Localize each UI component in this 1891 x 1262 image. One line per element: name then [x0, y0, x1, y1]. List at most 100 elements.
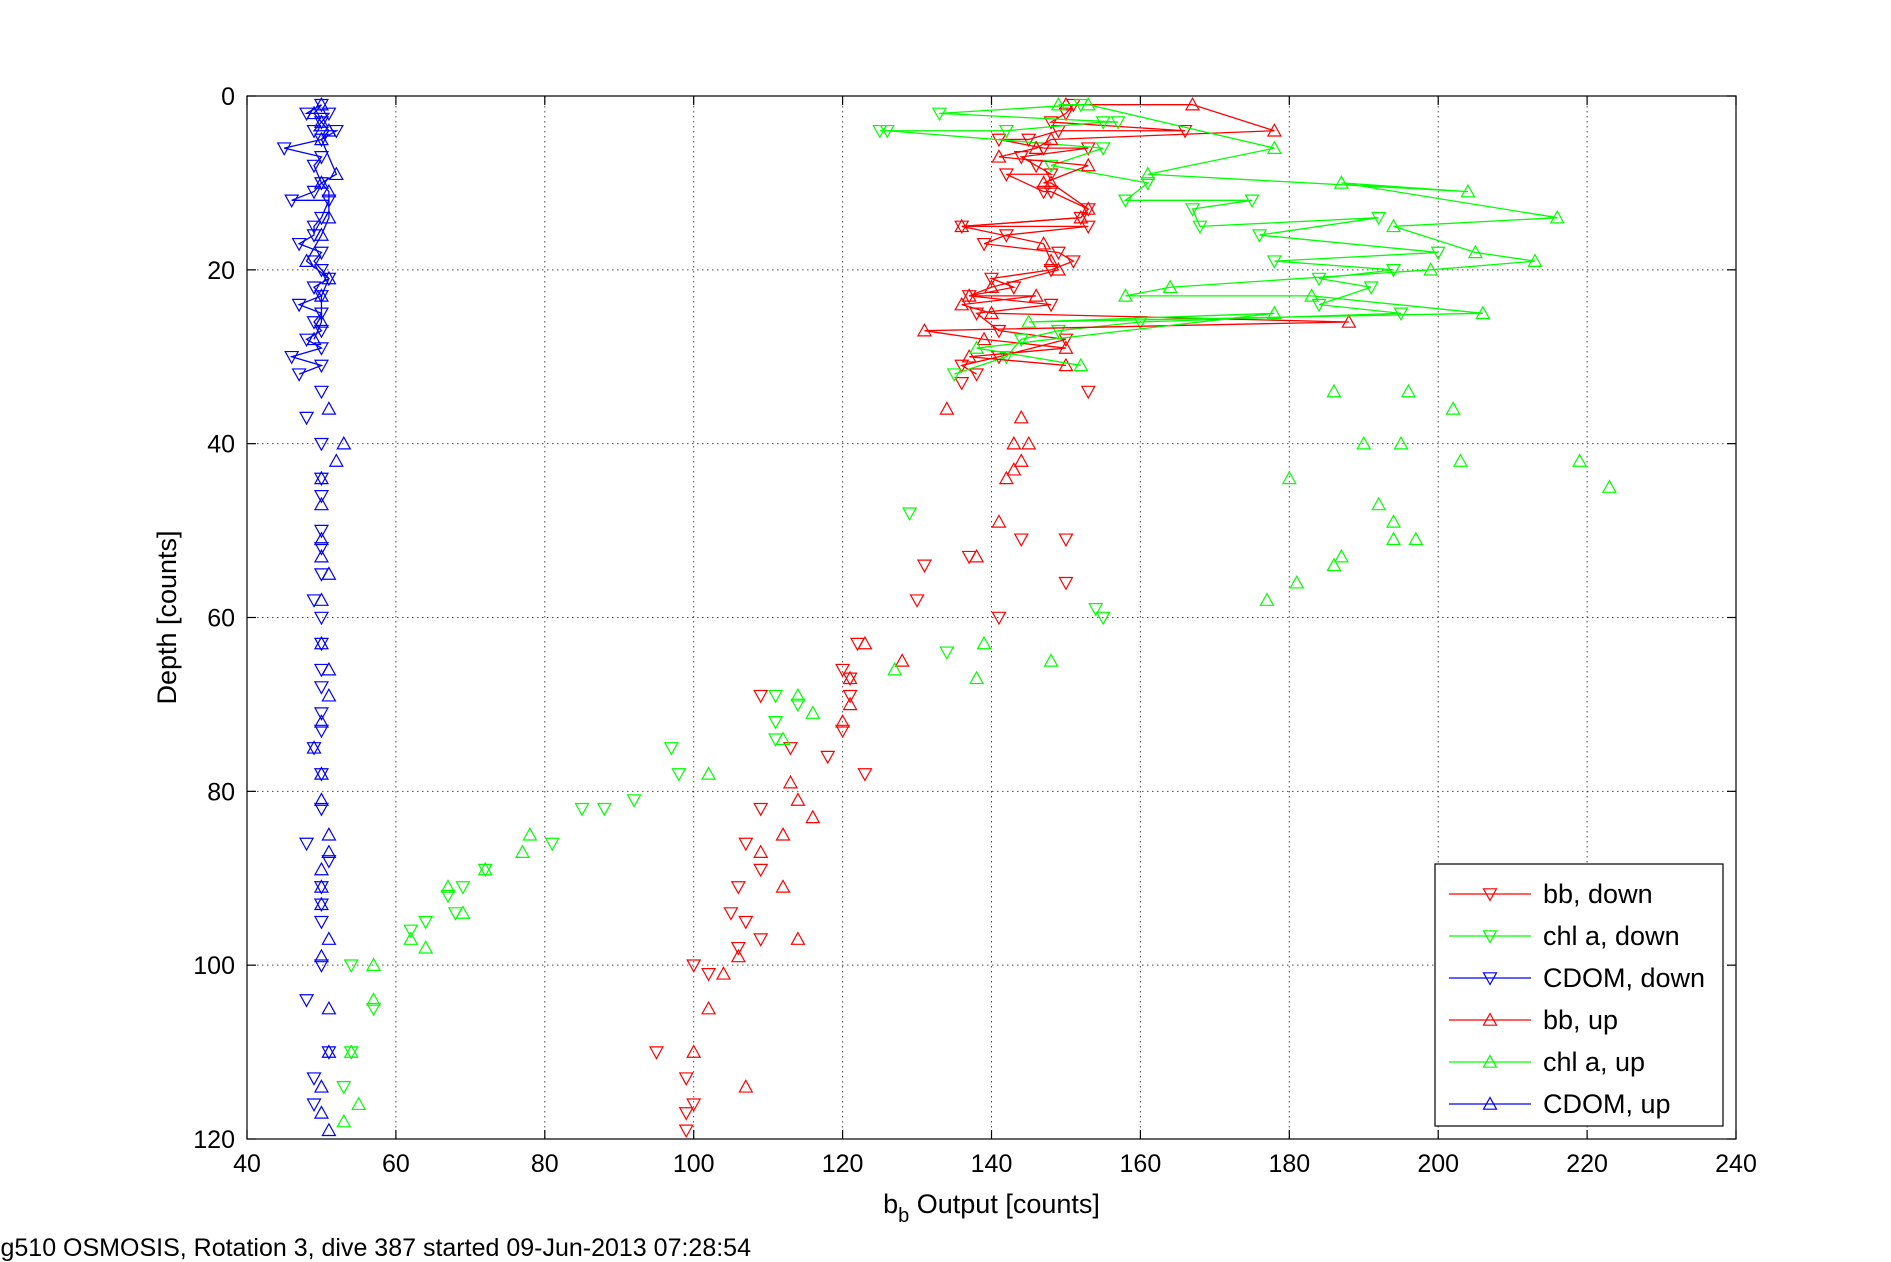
- data-point: [1549, 209, 1565, 224]
- legend-swatch-marker: [1482, 888, 1498, 902]
- data-point: [1333, 548, 1349, 563]
- legend-label: bb, down: [1543, 879, 1653, 909]
- data-point: [916, 559, 933, 574]
- series-chl-a-up: [336, 96, 1617, 1128]
- data-point: [313, 359, 329, 374]
- data-point: [1058, 333, 1074, 348]
- data-point: [313, 342, 329, 356]
- data-point: [403, 931, 419, 945]
- x-axis-label-main: b: [883, 1189, 898, 1219]
- data-point: [306, 740, 322, 754]
- data-point: [313, 542, 329, 556]
- data-point: [701, 968, 717, 982]
- data-point: [313, 635, 329, 650]
- data-point: [366, 1002, 382, 1017]
- data-point: [961, 349, 977, 363]
- data-point: [820, 750, 836, 765]
- legend-swatch-marker: [1482, 930, 1498, 944]
- data-point: [313, 707, 329, 721]
- data-point: [730, 948, 746, 963]
- data-point: [1304, 288, 1320, 302]
- data-point: [1036, 236, 1052, 250]
- x-tick-label: 160: [1120, 1150, 1162, 1178]
- legend-swatch-marker: [1482, 1096, 1498, 1110]
- data-point: [313, 151, 329, 165]
- data-point: [313, 637, 329, 652]
- data-point: [1043, 116, 1059, 130]
- data-point: [1036, 185, 1052, 200]
- data-point: [1281, 470, 1297, 485]
- data-point: [313, 246, 329, 261]
- data-point: [1050, 96, 1067, 111]
- data-point: [313, 881, 329, 895]
- legend: bb, down chl a, down CDOM, down bb, up chl a…: [1434, 863, 1724, 1127]
- data-point: [1021, 435, 1037, 450]
- data-point: [306, 220, 322, 235]
- data-point: [1043, 168, 1059, 182]
- data-point: [1184, 203, 1201, 217]
- series-bb-up: [686, 96, 1357, 1093]
- legend-label: bb, up: [1543, 1005, 1618, 1035]
- data-point: [313, 1105, 329, 1119]
- data-point: [835, 724, 851, 739]
- data-point: [321, 183, 337, 198]
- data-point: [805, 705, 821, 719]
- data-point: [805, 809, 821, 824]
- series-line: [305, 104, 338, 340]
- axis-ticks: 40 60 80 100 120 140 160 180 200 220 240 0 20 40 60 80 1…: [193, 83, 1757, 1178]
- data-point: [299, 411, 315, 426]
- data-point: [872, 124, 888, 139]
- data-point: [418, 915, 434, 930]
- data-point: [998, 124, 1014, 139]
- y-tick-label: 60: [207, 605, 235, 633]
- data-point: [306, 1098, 322, 1112]
- data-point: [1013, 333, 1029, 348]
- data-point: [1080, 201, 1096, 215]
- grid-lines: [247, 96, 1736, 1139]
- data-point: [1036, 175, 1052, 189]
- y-axis-label: Depth [counts]: [152, 530, 182, 704]
- data-point: [648, 1046, 664, 1060]
- data-point: [1028, 140, 1044, 154]
- data-point: [291, 298, 307, 313]
- x-axis-label: bb Output [counts]: [883, 1189, 1100, 1227]
- data-point: [1386, 218, 1402, 233]
- data-point: [1117, 194, 1134, 209]
- data-point: [790, 792, 806, 806]
- data-point: [1386, 264, 1402, 278]
- series-layer: [276, 96, 1617, 1139]
- data-point: [1050, 324, 1067, 339]
- data-point: [879, 124, 895, 139]
- data-point: [313, 290, 329, 304]
- data-point: [753, 844, 769, 858]
- data-point: [351, 1096, 367, 1111]
- data-point: [306, 1072, 322, 1086]
- data-point: [313, 724, 329, 739]
- data-point: [276, 142, 292, 156]
- data-point: [1043, 298, 1059, 313]
- data-point: [753, 863, 769, 878]
- data-point: [440, 879, 456, 893]
- series-line: [924, 104, 1349, 367]
- y-tick-label: 100: [193, 952, 235, 980]
- data-point: [969, 368, 985, 382]
- legend-entry: CDOM, down: [1449, 963, 1705, 993]
- data-point: [991, 324, 1007, 339]
- data-point: [1408, 531, 1424, 546]
- data-point: [983, 305, 1000, 320]
- data-point: [1184, 96, 1201, 111]
- data-point: [1095, 611, 1111, 626]
- data-point: [1252, 229, 1268, 243]
- data-point: [321, 687, 337, 702]
- data-point: [321, 931, 337, 945]
- data-point: [596, 802, 612, 817]
- data-point: [321, 1044, 337, 1058]
- data-point: [1058, 107, 1074, 122]
- data-point: [1393, 307, 1409, 322]
- data-point: [313, 792, 329, 806]
- x-tick-label: 120: [822, 1150, 864, 1178]
- data-point: [321, 401, 337, 415]
- data-point: [313, 177, 329, 191]
- data-point: [313, 896, 329, 911]
- data-point: [313, 131, 329, 146]
